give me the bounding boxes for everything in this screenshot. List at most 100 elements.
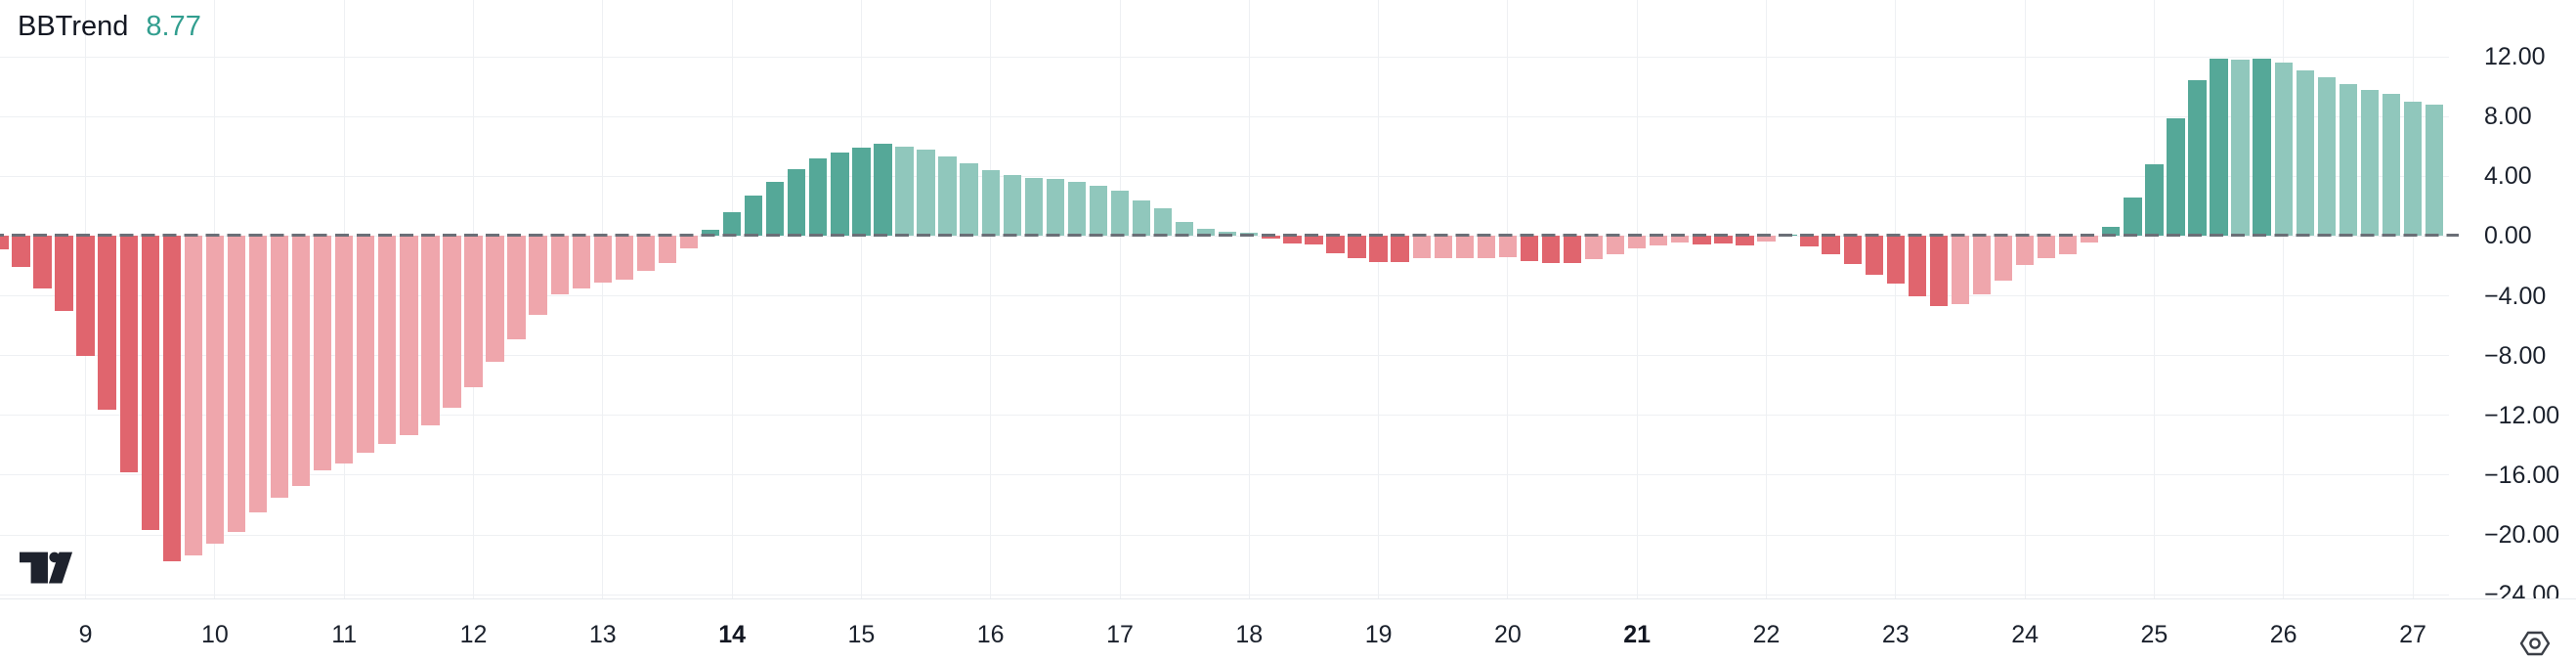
v-gridline (1248, 0, 1250, 598)
histogram-bar (2188, 80, 2207, 237)
v-gridline (2153, 0, 2155, 598)
histogram-bar (1477, 236, 1496, 258)
histogram-bar (2081, 236, 2099, 243)
histogram-bar (1391, 236, 1409, 263)
price-axis[interactable]: 12.00 8.00 4.00 0.00 −4.00 −8.00 −12.00 −16.00 −… (2449, 0, 2576, 607)
indicator-legend[interactable]: BBTrend 8.77 (18, 10, 201, 43)
histogram-bar (2253, 58, 2271, 237)
histogram-bar (701, 229, 720, 237)
histogram-bar (1650, 236, 1668, 245)
histogram-bar (98, 236, 116, 410)
histogram-bar (1584, 236, 1604, 260)
v-gridline (2412, 0, 2414, 598)
histogram-bar (357, 236, 375, 453)
histogram-bar (1908, 236, 1927, 297)
h-gridline (0, 355, 2466, 357)
h-gridline (0, 56, 2466, 58)
histogram-bar (313, 236, 332, 471)
histogram-bar (1972, 236, 1992, 294)
histogram-bar (2274, 63, 2293, 237)
histogram-bar (1197, 228, 1216, 237)
histogram-bar (1455, 236, 1474, 258)
histogram-bar (1563, 236, 1582, 263)
y-axis-label: −20.00 (2484, 521, 2560, 549)
histogram-bar (1003, 174, 1021, 237)
x-axis-label: 13 (588, 621, 617, 648)
x-axis-label: 26 (2269, 621, 2297, 648)
histogram-bar (55, 236, 73, 311)
histogram-bar (1283, 236, 1302, 244)
histogram-bar (874, 143, 892, 237)
histogram-bar (636, 236, 656, 271)
histogram-bar (1412, 236, 1431, 259)
histogram-bar (1369, 236, 1388, 263)
histogram-bar (12, 236, 30, 268)
histogram-bar (766, 182, 785, 237)
histogram-bar (938, 156, 957, 237)
y-axis-label: 8.00 (2484, 103, 2532, 131)
x-axis-label: 12 (459, 621, 488, 648)
time-axis[interactable]: 9 10 11 12 13 14 15 16 17 18 19 20 21 22 23 24 25 26 27 (0, 598, 2576, 662)
histogram-bar (2210, 59, 2228, 237)
v-gridline (860, 0, 862, 598)
histogram-bar (2425, 105, 2444, 237)
indicator-title: BBTrend (18, 11, 129, 42)
h-gridline (0, 474, 2466, 476)
x-axis-label: 24 (2011, 621, 2039, 648)
v-gridline (731, 0, 733, 598)
v-gridline (1507, 0, 1509, 598)
histogram-bar (2231, 60, 2250, 237)
histogram-bar (1800, 236, 1819, 247)
histogram-bar (1305, 236, 1323, 244)
indicator-value: 8.77 (146, 11, 201, 42)
histogram-bar (1067, 181, 1087, 237)
tradingview-logo[interactable] (20, 552, 74, 587)
histogram-bar (162, 236, 181, 562)
histogram-bar (33, 236, 52, 288)
v-gridline (602, 0, 604, 598)
histogram-bar (1024, 177, 1043, 237)
y-axis-label: −8.00 (2484, 341, 2547, 370)
histogram-bar (1951, 236, 1970, 304)
x-axis-label: 10 (200, 621, 229, 648)
histogram-bar (917, 149, 935, 237)
histogram-bar (2015, 236, 2035, 266)
histogram-bar (205, 236, 225, 545)
histogram-bar (1886, 236, 1905, 285)
histogram-bar (0, 236, 9, 250)
histogram-bar (1326, 236, 1345, 253)
histogram-bar (1348, 236, 1366, 259)
histogram-bar (2145, 164, 2164, 237)
histogram-bar (1520, 236, 1539, 262)
histogram-bar (227, 236, 246, 532)
histogram-bar (248, 236, 268, 513)
histogram-bar (960, 162, 978, 237)
histogram-bar (679, 236, 699, 248)
chart-plot-area[interactable]: BBTrend 8.77 (0, 0, 2466, 598)
v-gridline (1766, 0, 1767, 598)
y-axis-label: −16.00 (2484, 461, 2560, 489)
histogram-bar (2059, 236, 2078, 254)
x-axis-label: 18 (1235, 621, 1264, 648)
histogram-bar (1693, 236, 1711, 244)
zero-line (0, 234, 2459, 237)
v-gridline (1378, 0, 1380, 598)
y-axis-label: 0.00 (2484, 222, 2532, 250)
scale-settings-button[interactable] (2515, 628, 2555, 659)
y-axis-label: 4.00 (2484, 162, 2532, 191)
histogram-bar (615, 236, 634, 280)
histogram-bar (1736, 236, 1754, 245)
x-axis-label: 23 (1881, 621, 1910, 648)
histogram-bar (443, 236, 461, 409)
histogram-bar (1089, 186, 1108, 237)
v-gridline (1636, 0, 1638, 598)
tradingview-logo-icon (20, 552, 73, 584)
histogram-bar (1132, 199, 1151, 237)
histogram-bar (2382, 94, 2401, 237)
histogram-bar (744, 196, 763, 237)
histogram-bar (2167, 117, 2185, 237)
v-gridline (2283, 0, 2285, 598)
h-gridline (0, 534, 2466, 536)
v-gridline (990, 0, 992, 598)
histogram-bar (1994, 236, 2013, 282)
